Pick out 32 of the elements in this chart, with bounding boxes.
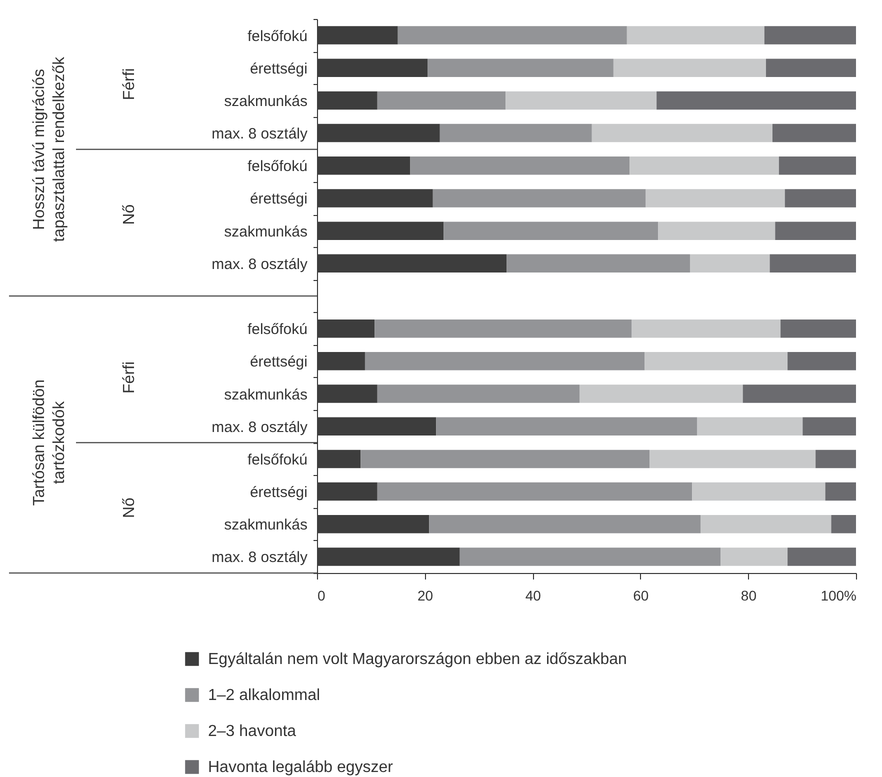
x-tick-label: 40: [525, 588, 542, 604]
legend-label: 1–2 alkalommal: [208, 687, 320, 704]
y-tick-label: érettségi: [250, 484, 308, 502]
text: Nő: [121, 204, 138, 225]
y-tick-label: max. 8 osztály: [212, 256, 308, 273]
text: Férfi: [121, 361, 138, 394]
x-tick-label: 100%: [820, 588, 856, 604]
y-tick-label: érettségi: [250, 60, 308, 78]
y-tick-label: felsőfokú: [247, 321, 308, 338]
y-tick-label: felsőfokú: [247, 451, 308, 468]
x-tick-label: 60: [633, 588, 649, 604]
y-tick-label: felsőfokú: [247, 28, 308, 45]
x-tick-label: 80: [740, 588, 757, 604]
y-tick-label: szakmunkás: [224, 223, 308, 240]
text: Nő: [121, 497, 138, 518]
legend-label: Egyáltalán nem volt Magyarországon ebben az időszakban: [208, 651, 627, 668]
legend-label: 2–3 havonta: [208, 723, 296, 740]
y-tick-label: érettségi: [250, 190, 308, 208]
y-tick-label: max. 8 osztály: [212, 126, 308, 143]
text: Hosszú távú migrációs tapasztalattal rendelkezők: [31, 56, 68, 242]
y-tick-label: szakmunkás: [224, 516, 308, 534]
x-tick-label: 20: [418, 588, 434, 604]
y-tick-label: max. 8 osztály: [212, 418, 308, 436]
y-tick-label: max. 8 osztály: [212, 549, 308, 566]
y-tick-label: szakmunkás: [224, 92, 308, 110]
x-tick-label: 0: [318, 588, 326, 604]
text: Tartósan külfödön tartózkodók: [31, 379, 68, 506]
y-tick-label: felsőfokú: [247, 158, 308, 176]
legend-label: Havonta legalább egyszer: [208, 759, 394, 776]
y-tick-label: szakmunkás: [224, 386, 308, 404]
text: Férfi: [121, 68, 138, 100]
y-tick-label: érettségi: [250, 354, 308, 371]
